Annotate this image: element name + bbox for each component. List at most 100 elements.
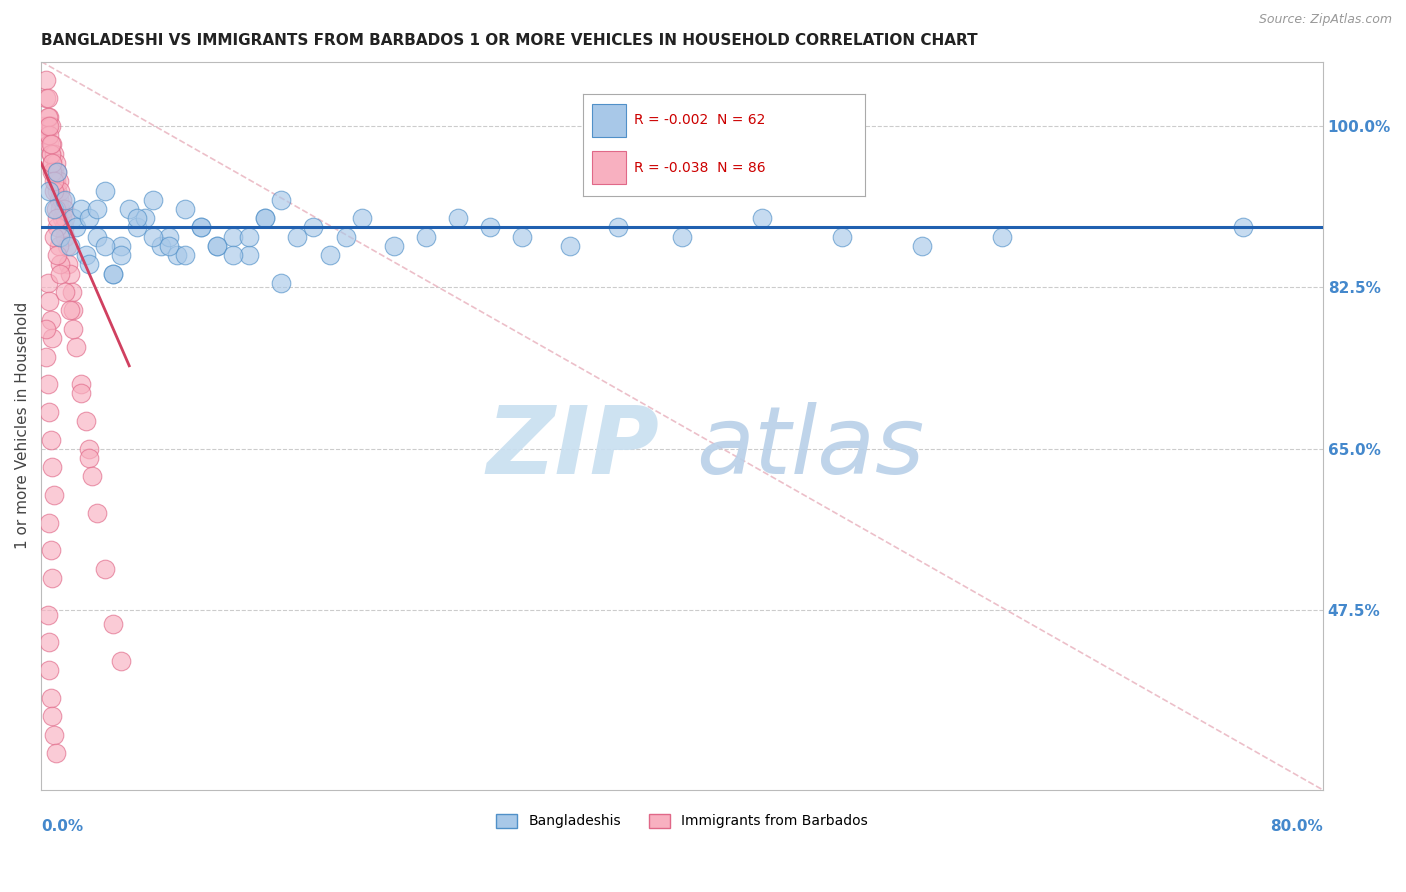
Point (70, 202, 93, 216)
Point (110, 239, 132, 253)
Point (558, 239, 581, 253)
Point (46, 184, 69, 198)
Point (51, 193, 73, 207)
Point (46, 211, 69, 226)
Point (59, 267, 82, 281)
Point (86, 229, 108, 244)
Point (38, 516, 60, 530)
Point (38, 405, 60, 419)
Point (46, 165, 69, 179)
Point (53, 285, 76, 299)
Point (38, 294, 60, 309)
Point (42, 146, 65, 161)
Point (51, 211, 73, 226)
Point (94, 239, 117, 253)
Point (222, 229, 245, 244)
Point (41, 331, 63, 345)
Point (254, 211, 277, 226)
Point (134, 211, 156, 226)
Point (48, 239, 70, 253)
Point (671, 229, 693, 244)
Point (382, 239, 405, 253)
Point (46, 220, 69, 235)
Point (350, 211, 373, 226)
Point (42, 165, 65, 179)
Point (41, 460, 63, 475)
Text: 0.0%: 0.0% (41, 819, 83, 834)
Point (238, 248, 260, 262)
Point (478, 220, 501, 235)
Point (52, 220, 75, 235)
Point (77, 257, 100, 271)
Point (62, 303, 84, 318)
Point (110, 654, 132, 668)
Point (41, 156, 63, 170)
Point (157, 229, 180, 244)
Point (94, 184, 117, 198)
Point (62, 322, 84, 336)
Point (39, 690, 62, 705)
Point (77, 450, 100, 465)
Point (222, 248, 245, 262)
Point (82, 469, 104, 483)
Point (37, 119, 59, 133)
Text: 80.0%: 80.0% (1270, 819, 1323, 834)
Point (103, 267, 125, 281)
Point (190, 220, 212, 235)
Point (41, 709, 63, 723)
Point (302, 220, 325, 235)
Point (41, 571, 63, 585)
Point (37, 110, 59, 124)
Point (166, 248, 188, 262)
Point (35, 350, 58, 364)
Point (44, 174, 66, 188)
Point (39, 433, 62, 447)
Bar (592, 104, 626, 136)
Point (35, 128, 58, 143)
Point (86, 202, 108, 216)
Text: atlas: atlas (696, 402, 924, 493)
Point (38, 663, 60, 677)
Point (42, 184, 65, 198)
Point (142, 229, 165, 244)
Point (39, 543, 62, 558)
Point (287, 229, 309, 244)
Point (37, 607, 59, 622)
Point (41, 137, 63, 152)
Point (59, 239, 82, 253)
Point (110, 248, 132, 262)
Point (41, 156, 63, 170)
Point (38, 635, 60, 649)
Point (53, 193, 76, 207)
Point (77, 211, 100, 226)
Point (42, 728, 65, 742)
Point (831, 229, 853, 244)
Point (77, 442, 100, 456)
Text: BANGLADESHI VS IMMIGRANTS FROM BARBADOS 1 OR MORE VEHICLES IN HOUSEHOLD CORRELAT: BANGLADESHI VS IMMIGRANTS FROM BARBADOS … (41, 33, 977, 48)
Point (207, 239, 229, 253)
Point (42, 229, 65, 244)
Point (335, 229, 357, 244)
Point (270, 276, 292, 290)
Text: ZIP: ZIP (486, 401, 659, 493)
Point (190, 220, 212, 235)
Point (65, 220, 87, 235)
Point (142, 193, 165, 207)
Point (35, 322, 58, 336)
Point (39, 137, 62, 152)
Point (53, 211, 76, 226)
Point (39, 119, 62, 133)
Point (44, 746, 66, 760)
Point (86, 506, 108, 520)
Point (49, 202, 72, 216)
Point (606, 220, 628, 235)
Point (103, 617, 125, 632)
Text: R = -0.038  N = 86: R = -0.038 N = 86 (634, 161, 766, 175)
Point (415, 229, 437, 244)
Point (42, 174, 65, 188)
Point (174, 202, 197, 216)
Point (39, 146, 62, 161)
Point (207, 239, 229, 253)
Point (103, 267, 125, 281)
Point (751, 211, 773, 226)
